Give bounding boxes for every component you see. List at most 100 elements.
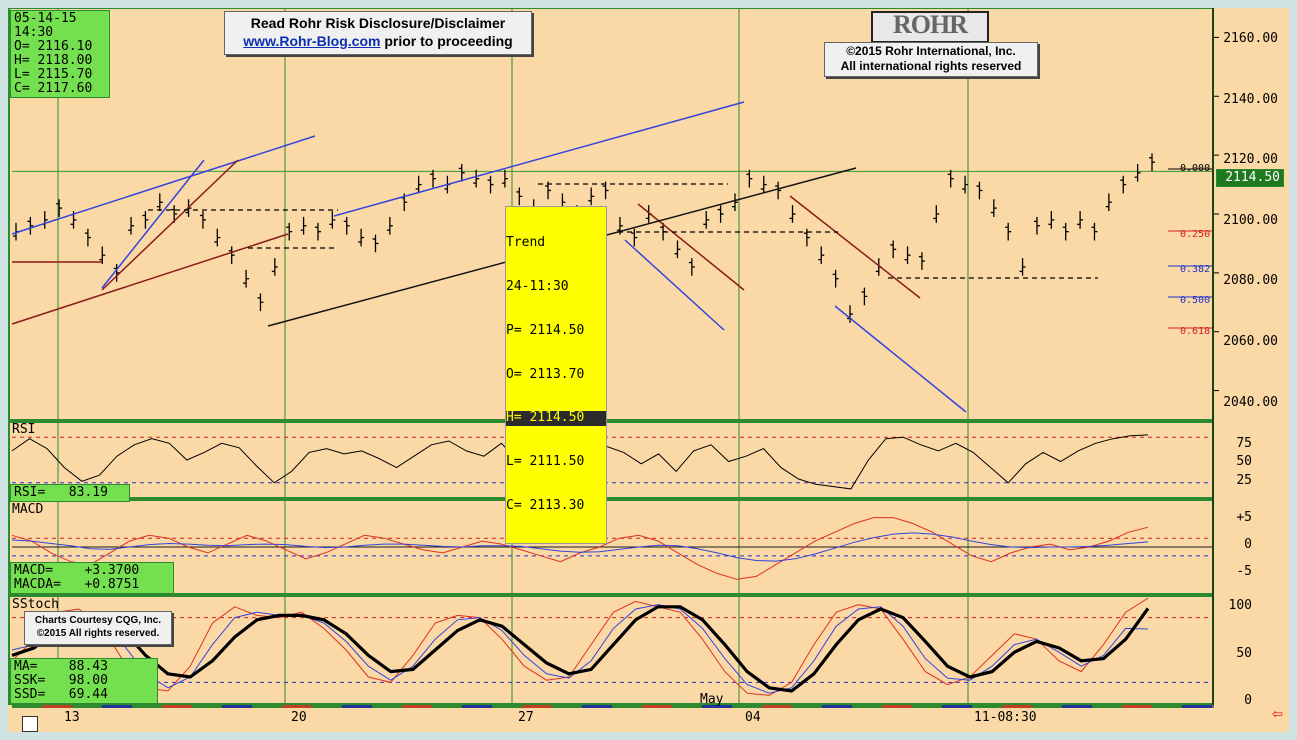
stoch-value-box: MA= 88.43 SSK= 98.00 SSD= 69.44 (10, 658, 158, 704)
macd-panel-label: MACD (12, 502, 44, 517)
time-strip-segment (192, 705, 222, 708)
x-label-may: May (700, 692, 724, 707)
corner-square[interactable] (22, 716, 38, 732)
trend-tooltip: Trend 24-11:30 P= 2114.50 O= 2113.70 H= … (505, 206, 607, 544)
time-strip-segment (762, 705, 792, 708)
stoch-tick-100: 100 (1228, 598, 1252, 613)
current-price-badge: 2114.50 (1216, 169, 1284, 187)
macd-value-box: MACD= +3.3700 MACDA= +0.8751 (10, 562, 174, 594)
x-label-20: 20 (291, 710, 307, 725)
cqg-credit: Charts Courtesy CQG, Inc. ©2015 All righ… (24, 611, 172, 645)
disclaimer-rest: prior to proceeding (380, 33, 513, 49)
time-strip-segment (342, 705, 372, 708)
time-strip-segment (1182, 705, 1212, 708)
macd-series-macd (11, 517, 1149, 580)
x-label-13: 13 (64, 710, 80, 725)
stoch-series-ssk (11, 597, 1149, 696)
macd-series-macda (11, 532, 1149, 562)
fib-level-618: 0.618 (1180, 326, 1211, 337)
ohlc-low: L= 2115.70 (14, 67, 93, 82)
trend-title: Trend (506, 235, 546, 251)
time-strip-segment (912, 705, 942, 708)
trend-line-0 (11, 135, 316, 235)
time-strip-segment (1122, 705, 1152, 708)
trend-p: P= 2114.50 (506, 322, 585, 338)
time-strip-segment (552, 705, 582, 708)
macd-tick-0: 0 (1244, 537, 1252, 552)
rsi-panel-label: RSI (12, 422, 36, 437)
trend-o: O= 2113.70 (506, 366, 585, 382)
rsi-value-box: RSI= 83.19 (10, 484, 130, 502)
price-tick-2160: 2160.00 (1223, 31, 1278, 46)
stoch-tick-0: 0 (1244, 693, 1252, 708)
time-strip-segment (672, 705, 702, 708)
time-strip-segment (1152, 705, 1182, 708)
time-strip-segment (942, 705, 972, 708)
trend-line-8 (789, 195, 921, 299)
time-strip-segment (72, 705, 102, 708)
x-label-04: 04 (745, 710, 761, 725)
time-strip-segment (1032, 705, 1062, 708)
time-strip-segment (882, 705, 912, 708)
time-strip-segment (282, 705, 312, 708)
time-strip-segment (162, 705, 192, 708)
price-tick-2140: 2140.00 (1223, 92, 1278, 107)
price-tick-2040: 2040.00 (1223, 395, 1278, 410)
cqg-credit-line2: ©2015 All rights reserved. (36, 628, 160, 639)
stoch-ssd: SSD= 69.44 (14, 687, 108, 702)
grid-lines (57, 8, 1219, 704)
price-tick-2080: 2080.00 (1223, 273, 1278, 288)
rsi-tick-75: 75 (1236, 436, 1252, 451)
price-tick-2120: 2120.00 (1223, 152, 1278, 167)
macd-tick-minus5: -5 (1236, 564, 1252, 579)
ohlc-date: 05-14-15 (14, 11, 77, 26)
stoch-series-ma (11, 605, 1150, 693)
macd-tick-plus5: +5 (1236, 510, 1252, 525)
time-strip-segment (222, 705, 252, 708)
time-strip-segment (1092, 705, 1122, 708)
ohlc-info-box: 05-14-15 14:30 O= 2116.10 H= 2118.00 L= 2115… (10, 10, 110, 98)
price-tick-2100: 2100.00 (1223, 213, 1278, 228)
macd-value: MACD= +3.3700 (14, 563, 140, 578)
panel-border-3 (8, 595, 1214, 705)
fib-level-500: 0.500 (1180, 295, 1211, 306)
stoch-tick-50: 50 (1236, 646, 1252, 661)
x-label-11: 11-08:30 (974, 710, 1037, 725)
stoch-layer (11, 597, 1213, 696)
time-strip-segment (462, 705, 492, 708)
trend-time: 24-11:30 (506, 278, 569, 294)
time-strip-segment (432, 705, 462, 708)
rsi-layer (11, 434, 1213, 490)
price-tick-2060: 2060.00 (1223, 334, 1278, 349)
copyright-line2: All international rights reserved (840, 59, 1022, 73)
panel-borders (8, 8, 1214, 708)
fib-level-382: 0.382 (1180, 264, 1211, 275)
stoch-ssk: SSK= 98.00 (14, 673, 108, 688)
time-strip-segment (402, 705, 432, 708)
time-strip-segment (702, 705, 732, 708)
time-strip-segment (612, 705, 642, 708)
time-strip-segment (42, 705, 72, 708)
time-strip-segment (252, 705, 282, 708)
time-strip-segment (312, 705, 342, 708)
time-strip-segment (822, 705, 852, 708)
cqg-credit-line1: Charts Courtesy CQG, Inc. (34, 615, 162, 626)
time-strip-segment (792, 705, 822, 708)
fib-level-250: 0.250 (1180, 229, 1211, 240)
price-layer (11, 101, 1213, 413)
disclaimer-link[interactable]: www.Rohr-Blog.com (243, 33, 381, 49)
trend-line-3 (624, 239, 725, 331)
trend-l: L= 2111.50 (506, 454, 585, 470)
time-strip-segment (1002, 705, 1032, 708)
macda-value: MACDA= +0.8751 (14, 577, 140, 592)
trend-h: H= 2114.50 (506, 411, 606, 426)
rsi-tick-25: 25 (1236, 473, 1252, 488)
ohlc-close: C= 2117.60 (14, 81, 93, 96)
time-strip-segment (732, 705, 762, 708)
time-strip-segment (372, 705, 402, 708)
stoch-panel-label: SStoch (12, 597, 59, 612)
scroll-left-arrow-icon[interactable]: ⇦ (1272, 703, 1283, 724)
chart-svg (8, 8, 1219, 708)
rsi-tick-50: 50 (1236, 454, 1252, 469)
x-label-27: 27 (518, 710, 534, 725)
